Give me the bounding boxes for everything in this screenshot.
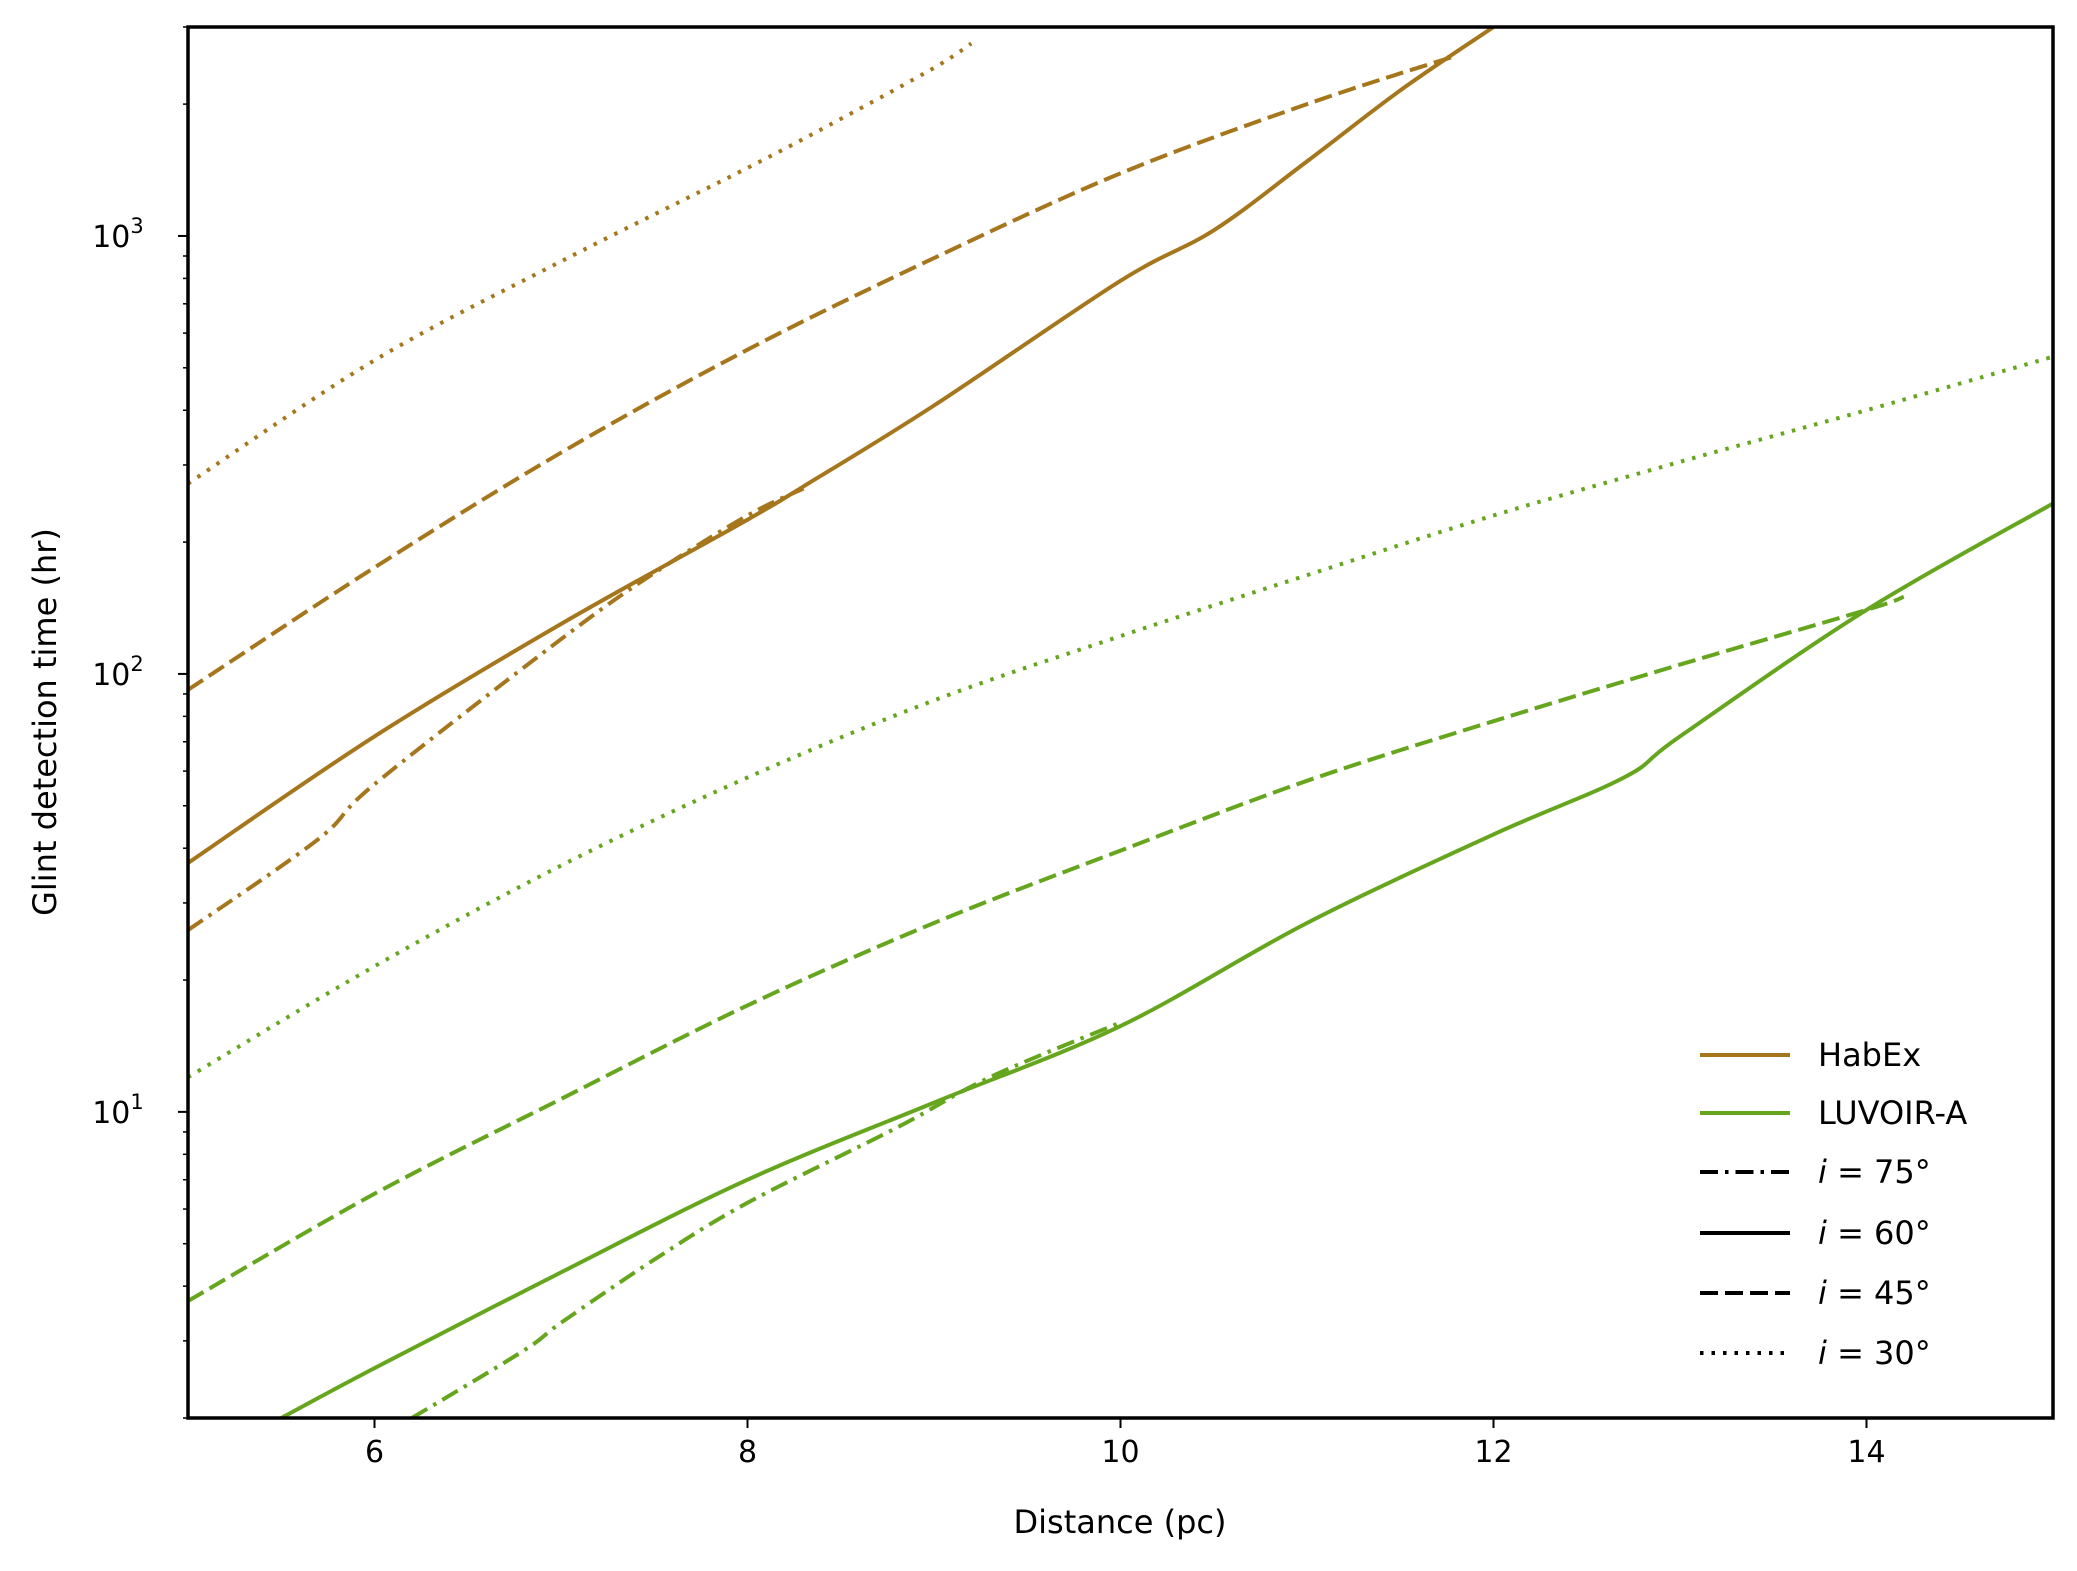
legend-label: i = 45° — [1818, 1274, 1931, 1312]
y-tick-label: 101 — [92, 1090, 144, 1131]
series-layer — [188, 27, 2053, 1418]
series-luvoir-a-i45 — [188, 594, 1905, 1303]
legend-label: i = 75° — [1818, 1153, 1931, 1191]
legend-label: LUVOIR-A — [1818, 1094, 1967, 1132]
x-tick-label: 12 — [1474, 1435, 1512, 1470]
legend-item: LUVOIR-A — [1700, 1094, 1967, 1132]
series-habex-i75 — [188, 486, 805, 932]
y-tick-label: 103 — [92, 214, 144, 255]
series-habex-i60 — [188, 27, 1495, 865]
legend: HabEx LUVOIR-A i = 75° i = 60° i = 45° i = 30… — [1700, 1036, 1967, 1372]
legend-item: HabEx — [1700, 1036, 1921, 1074]
series-luvoir-a-i60 — [280, 501, 2053, 1418]
x-tick-label: 6 — [365, 1435, 384, 1470]
x-tick-label: 14 — [1847, 1435, 1885, 1470]
y-axis-ticks: 101 102 103 — [92, 26, 188, 1419]
x-tick-label: 8 — [738, 1435, 757, 1470]
x-axis-label: Distance (pc) — [1014, 1503, 1227, 1541]
legend-label: HabEx — [1818, 1036, 1921, 1074]
x-axis-ticks: 6 8 10 12 14 — [365, 1418, 1886, 1470]
legend-item: i = 75° — [1700, 1153, 1931, 1191]
y-axis-label: Glint detection time (hr) — [26, 528, 64, 916]
legend-label: i = 60° — [1818, 1214, 1931, 1252]
legend-label: i = 30° — [1818, 1334, 1931, 1372]
legend-item: i = 30° — [1700, 1334, 1931, 1372]
x-tick-label: 10 — [1101, 1435, 1139, 1470]
legend-item: i = 45° — [1700, 1274, 1931, 1312]
y-tick-label: 102 — [92, 652, 144, 693]
series-luvoir-a-i75 — [410, 1020, 1122, 1418]
legend-item: i = 60° — [1700, 1214, 1931, 1252]
